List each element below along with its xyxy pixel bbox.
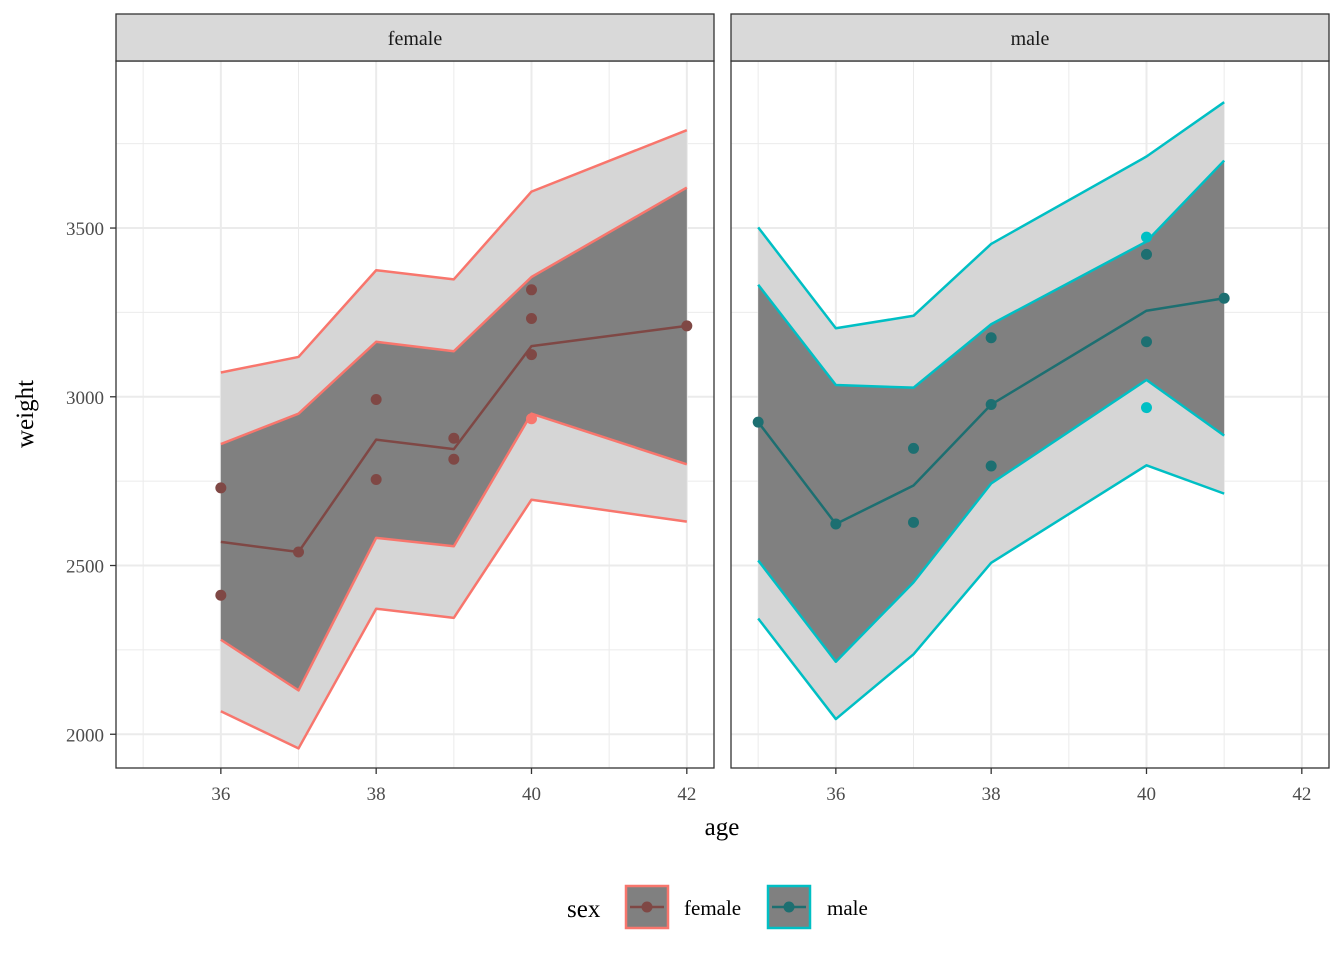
data-point	[1140, 336, 1152, 348]
data-point	[1140, 248, 1152, 260]
y-tick-label: 3000	[66, 388, 104, 409]
fit-line	[757, 297, 1225, 526]
y-tick-label: 2000	[66, 725, 104, 746]
data-point	[985, 399, 997, 411]
strip-label: female	[388, 28, 443, 50]
data-point	[908, 442, 920, 454]
data-point	[908, 516, 920, 528]
x-tick-label: 36	[211, 784, 230, 805]
data-point	[1218, 292, 1230, 304]
legend-label: male	[827, 896, 868, 920]
data-point	[525, 284, 537, 296]
x-tick-label: 42	[1292, 784, 1311, 805]
inner-lower-line	[757, 378, 1225, 663]
data-point	[370, 393, 382, 405]
outer-lower-line	[757, 464, 1225, 721]
legend-point	[783, 901, 795, 913]
data-point	[448, 432, 460, 444]
legend: sex female male	[567, 884, 868, 930]
legend-key-female: female	[624, 884, 741, 930]
x-tick-label: 38	[982, 784, 1001, 805]
outer-upper-line	[757, 101, 1225, 330]
y-axis: 2000 2500 3000 3500	[66, 219, 116, 746]
x-tick-label: 42	[677, 784, 696, 805]
data-point	[752, 416, 764, 428]
inner-upper-line	[757, 159, 1226, 389]
fit-line	[220, 324, 687, 554]
inner-lower-line	[220, 412, 688, 692]
x-axis: 36 38 40 42	[826, 768, 1311, 805]
data-point	[448, 453, 460, 465]
data-point	[1140, 231, 1152, 243]
panel-male: male 36 38 40 42	[730, 13, 1330, 805]
y-tick-label: 3500	[66, 219, 104, 240]
data-point	[681, 320, 693, 332]
legend-key-male: male	[766, 884, 868, 930]
data-point	[985, 460, 997, 472]
x-tick-label: 38	[367, 784, 386, 805]
data-point	[370, 473, 382, 485]
data-point	[525, 413, 537, 425]
y-tick-label: 2500	[66, 557, 104, 578]
legend-point	[641, 901, 653, 913]
data-point	[1140, 402, 1152, 414]
x-axis-title: age	[705, 814, 740, 841]
strip-label: male	[1011, 28, 1050, 50]
data-points	[752, 231, 1230, 530]
x-tick-label: 40	[522, 784, 541, 805]
data-point	[215, 482, 227, 494]
outer-upper-line	[220, 129, 688, 374]
inner-band	[758, 160, 1225, 662]
data-point	[525, 349, 537, 361]
data-point	[525, 312, 537, 324]
legend-label: female	[684, 896, 741, 920]
strip-background	[730, 13, 1330, 62]
data-point	[830, 518, 842, 530]
legend-title: sex	[567, 896, 601, 923]
outer-lower-line	[220, 498, 687, 750]
x-tick-label: 36	[826, 784, 845, 805]
data-points	[215, 284, 693, 601]
x-tick-label: 40	[1137, 784, 1156, 805]
strip-background	[115, 13, 715, 62]
y-axis-title: weight	[12, 380, 39, 448]
x-axis: 36 38 40 42	[211, 768, 696, 805]
data-point	[215, 589, 227, 601]
panel-female: female 36 38 40 42	[115, 13, 715, 805]
inner-upper-line	[220, 186, 688, 446]
data-point	[985, 332, 997, 344]
panels-layer: female 36 38 40 42 male 36 38 40 42	[115, 13, 1330, 805]
data-point	[293, 546, 305, 558]
